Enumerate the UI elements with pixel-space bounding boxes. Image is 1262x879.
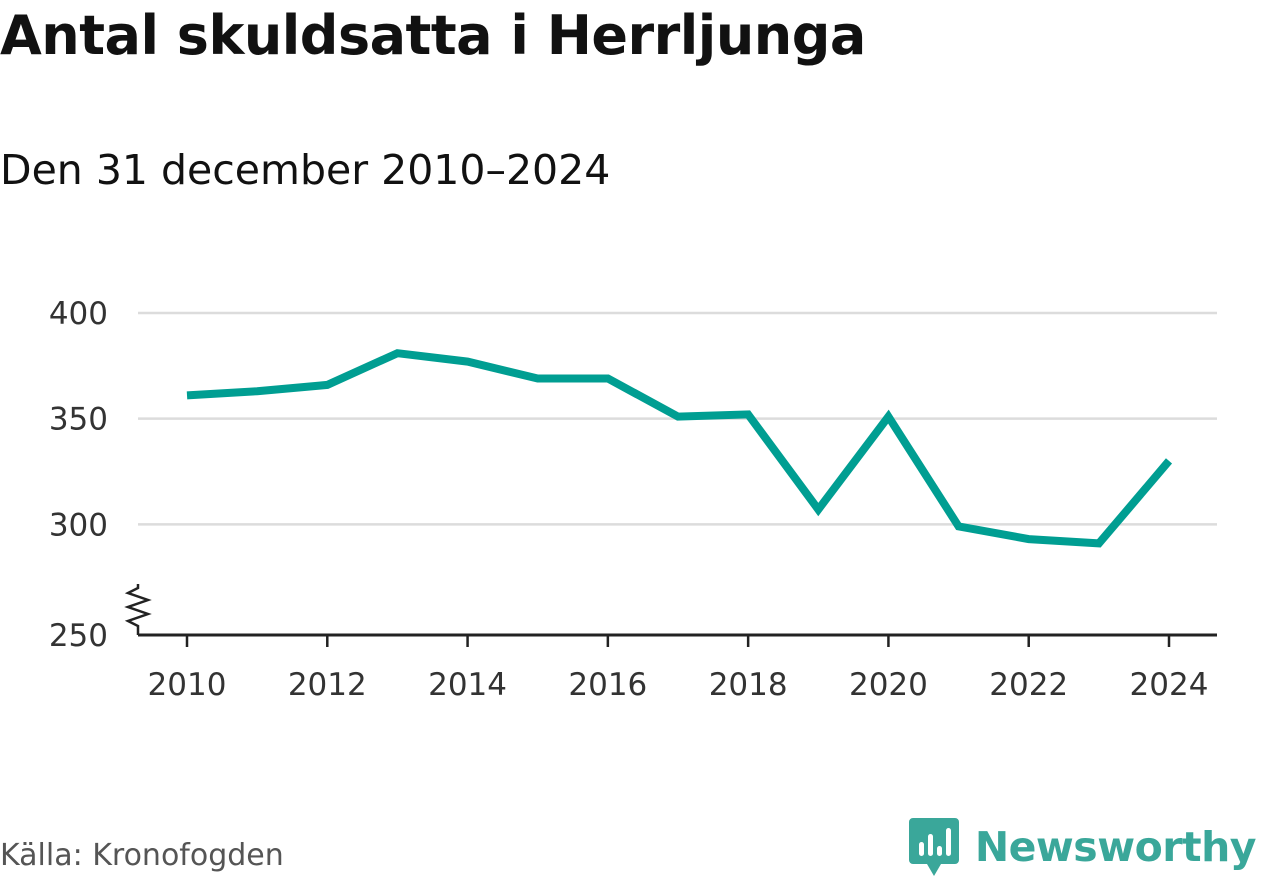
x-tick-label: 2016 xyxy=(568,667,647,703)
y-tick-label: 300 xyxy=(49,507,108,543)
series-line xyxy=(186,349,1173,548)
y-axis-break-marker xyxy=(124,584,152,635)
y-tick-labels: 250 300 350 400 xyxy=(49,296,108,654)
y-tick-label: 250 xyxy=(49,618,108,654)
x-tick-label: 2022 xyxy=(989,667,1068,703)
y-tick-label: 400 xyxy=(49,296,108,332)
axes xyxy=(124,584,1217,647)
series xyxy=(186,349,1173,548)
x-tick-label: 2014 xyxy=(428,667,507,703)
newsworthy-logo-icon xyxy=(908,818,959,876)
brand-name: Newsworthy xyxy=(974,823,1257,871)
source-note: Källa: Kronofogden xyxy=(0,838,284,873)
x-tick-labels: 2010 2012 2014 2016 2018 2020 2022 2024 xyxy=(148,667,1209,703)
chart-subtitle: Den 31 december 2010–2024 xyxy=(0,146,611,194)
y-tick-label: 350 xyxy=(49,402,108,438)
x-tick-label: 2024 xyxy=(1130,667,1209,703)
x-tick-label: 2018 xyxy=(709,667,788,703)
x-tick-label: 2012 xyxy=(288,667,367,703)
x-tick-label: 2020 xyxy=(849,667,928,703)
x-tick-label: 2010 xyxy=(148,667,227,703)
chart-title: Antal skuldsatta i Herrljunga xyxy=(0,4,866,67)
brand-logo: Newsworthy xyxy=(908,818,1257,876)
